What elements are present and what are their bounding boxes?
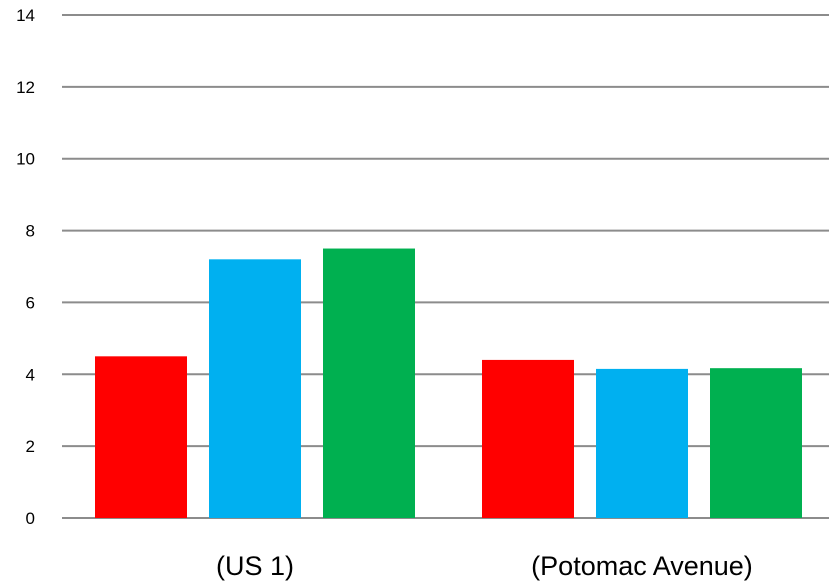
y-tick-label: 4 <box>26 365 35 384</box>
y-tick-label: 14 <box>16 6 35 25</box>
y-tick-label: 2 <box>26 437 35 456</box>
bar-cat0-series0 <box>95 356 187 518</box>
category-label: (US 1) <box>216 551 294 581</box>
y-tick-label: 8 <box>26 222 35 241</box>
y-tick-label: 12 <box>16 78 35 97</box>
y-tick-label: 10 <box>16 150 35 169</box>
bar-cat1-series0 <box>482 359 574 518</box>
category-label: (Potomac Avenue) <box>531 551 753 581</box>
bar-cat0-series1 <box>209 259 301 518</box>
bar-cat0-series2 <box>323 248 415 519</box>
bars <box>95 248 802 519</box>
y-tick-label: 6 <box>26 293 35 312</box>
category-labels: (US 1) (Potomac Avenue) <box>216 551 753 581</box>
gridlines <box>62 14 829 519</box>
bar-cat1-series1 <box>596 368 688 518</box>
y-tick-label: 0 <box>26 509 35 528</box>
y-axis-tick-labels: 0 2 4 6 8 10 12 14 <box>16 6 35 528</box>
bar-cat1-series2 <box>710 368 802 518</box>
